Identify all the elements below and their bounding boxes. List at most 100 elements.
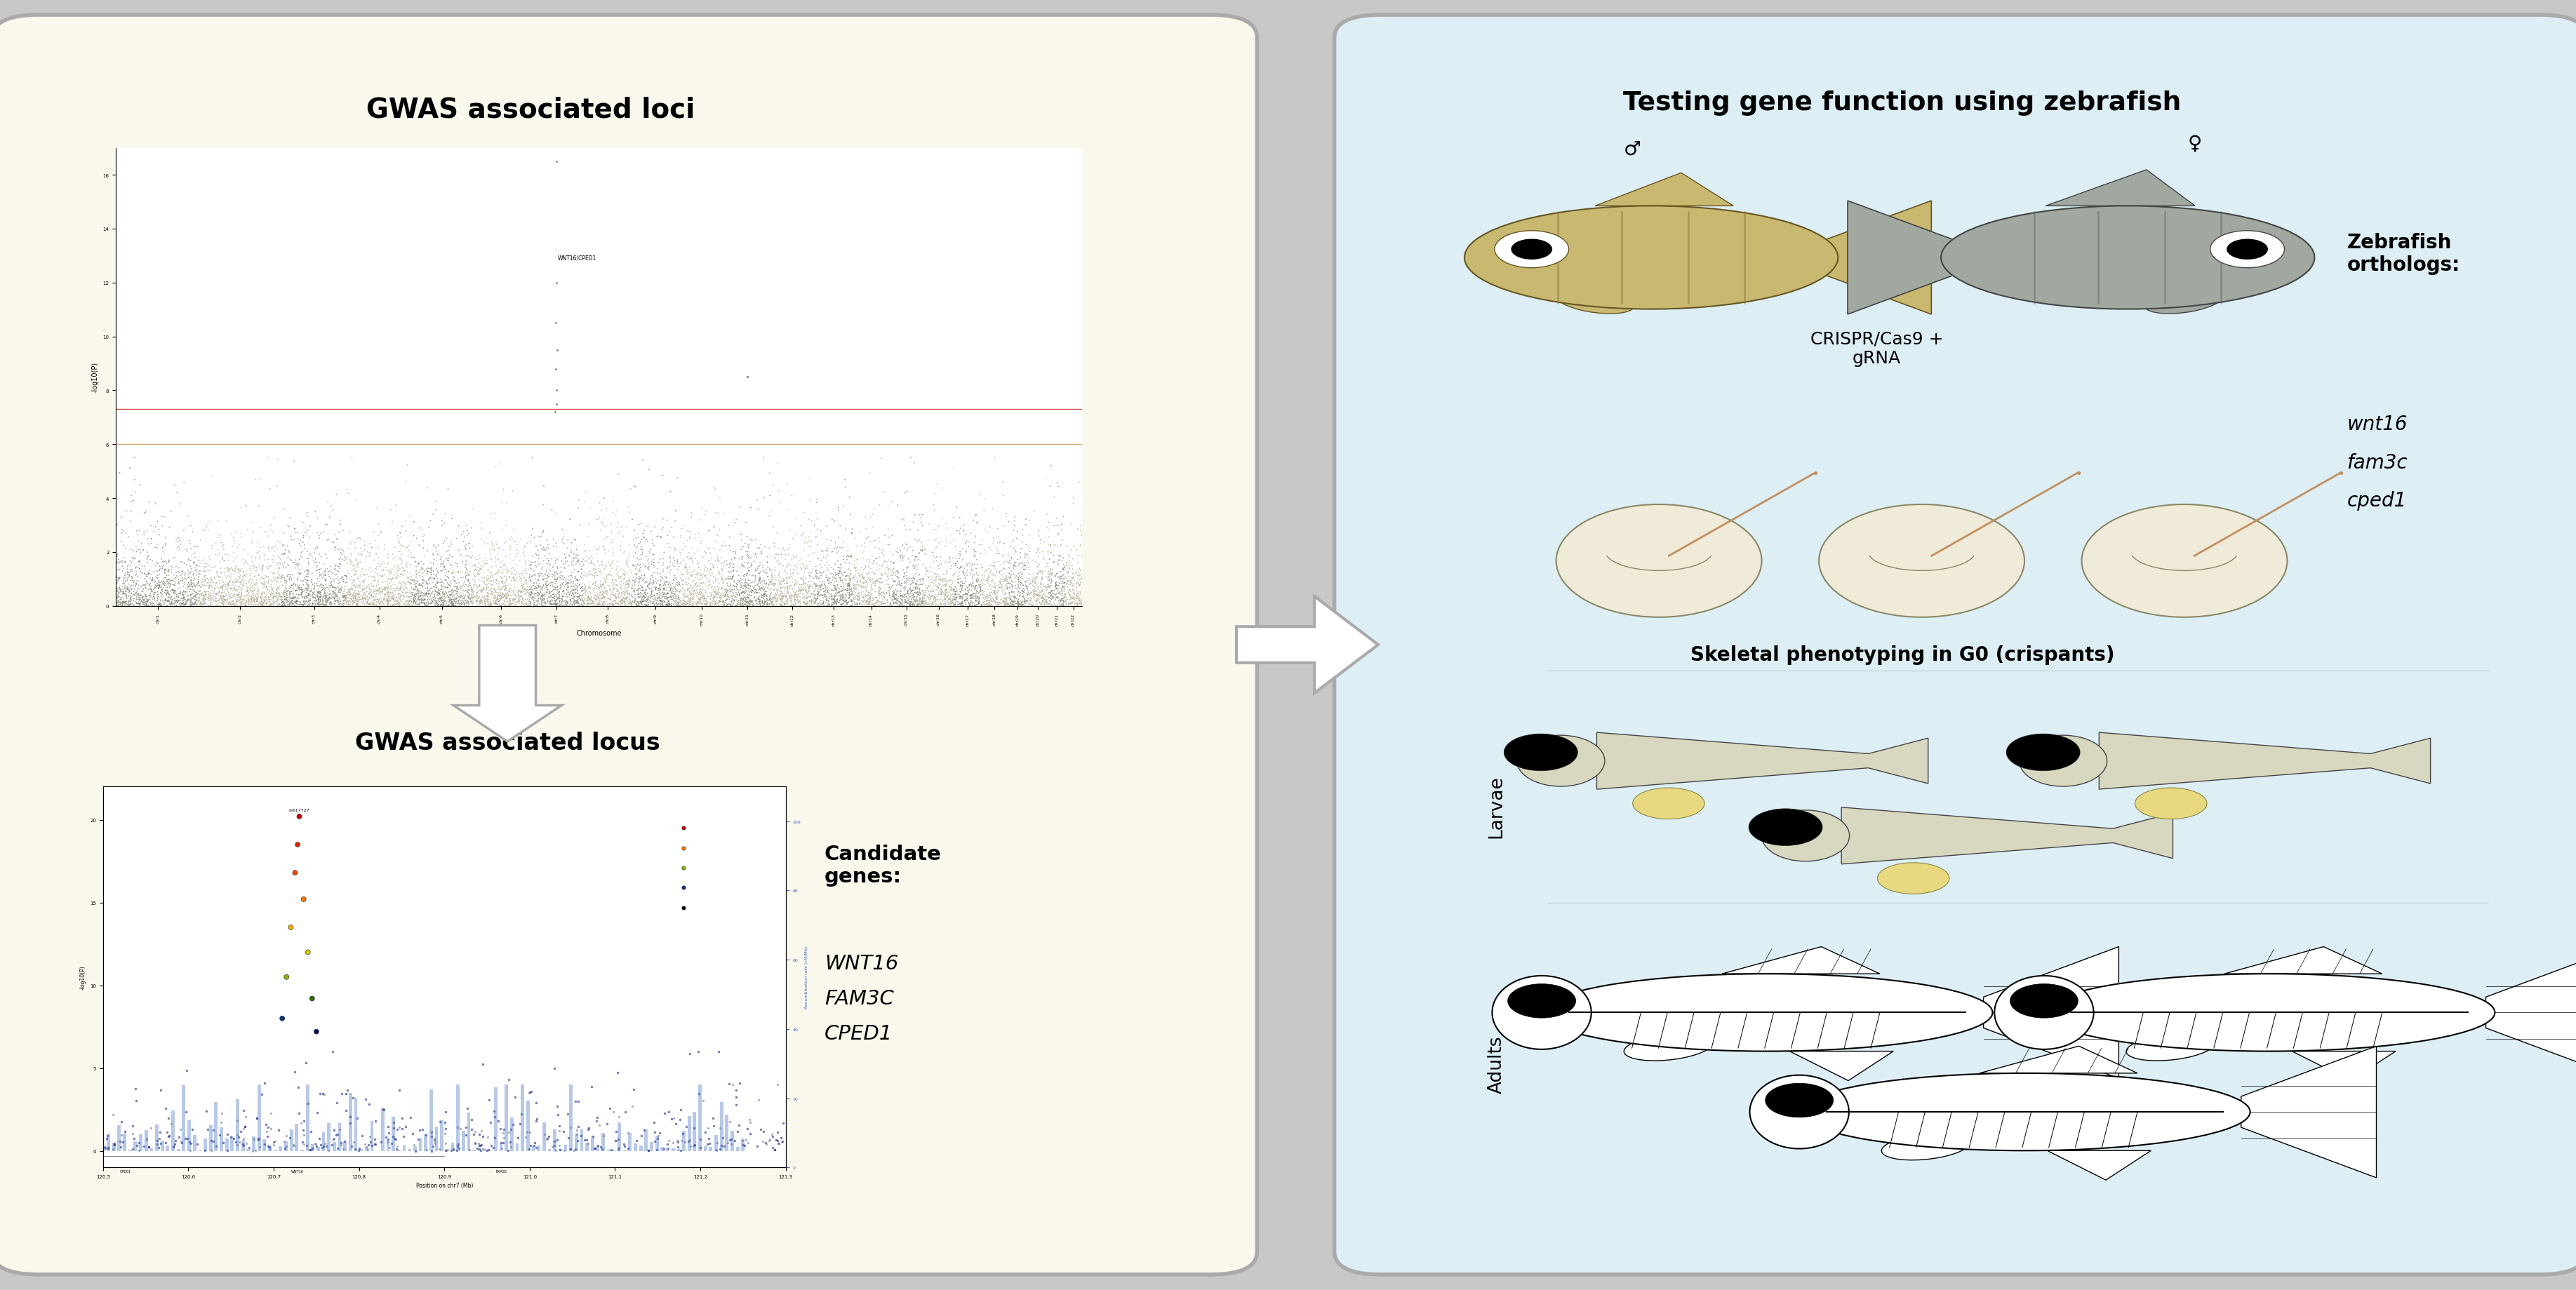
Bar (337, 1124, 343, 1151)
Point (616, 596, 657, 617)
Point (131, 568, 173, 588)
Point (914, 590, 956, 610)
Point (984, 534, 1025, 555)
Point (201, 583, 242, 604)
Point (170, 584, 211, 605)
Point (979, 573, 1020, 593)
Point (920, 579, 961, 600)
Point (920, 596, 961, 617)
Point (1056, 584, 1097, 605)
Point (111, 560, 152, 580)
Point (180, 590, 222, 610)
Point (1046, 550, 1087, 570)
Point (466, 553, 507, 574)
Point (111, 587, 152, 608)
Point (335, 591, 376, 611)
Point (131, 593, 173, 614)
Point (1048, 579, 1090, 600)
Point (497, 584, 538, 605)
Point (314, 577, 355, 597)
Point (961, 584, 1002, 605)
Point (273, 596, 314, 617)
Bar (623, 1149, 626, 1151)
Point (386, 472, 428, 493)
Point (755, 573, 796, 593)
Point (118, 593, 160, 614)
Point (662, 590, 703, 610)
Point (533, 573, 574, 593)
Point (307, 590, 348, 610)
Point (482, 584, 523, 605)
Point (185, 586, 227, 606)
Point (999, 578, 1041, 599)
Point (1023, 590, 1064, 610)
Point (482, 1138, 523, 1158)
Point (95, 596, 137, 617)
Point (299, 1127, 340, 1148)
Point (899, 582, 940, 602)
Point (799, 596, 840, 617)
Point (247, 571, 289, 592)
Point (860, 569, 902, 590)
Point (580, 595, 621, 615)
Point (860, 564, 902, 584)
Point (649, 562, 690, 583)
Point (526, 548, 567, 569)
Point (201, 577, 242, 597)
Point (796, 520, 837, 541)
Point (974, 577, 1015, 597)
Point (479, 590, 520, 610)
Point (739, 570, 781, 591)
Point (381, 584, 422, 605)
Point (902, 592, 943, 613)
Point (716, 587, 757, 608)
Point (860, 573, 902, 593)
Point (252, 546, 294, 566)
Point (330, 550, 371, 570)
Point (876, 593, 917, 614)
Point (523, 476, 564, 497)
Point (129, 550, 170, 570)
Point (922, 593, 963, 614)
Point (384, 560, 425, 580)
Point (904, 588, 945, 609)
Point (399, 582, 440, 602)
Point (927, 587, 969, 608)
Point (296, 1103, 337, 1124)
Point (829, 579, 871, 600)
Point (301, 568, 343, 588)
Point (340, 584, 381, 605)
Point (448, 573, 489, 593)
Point (948, 575, 989, 596)
Point (672, 560, 714, 580)
Point (118, 591, 160, 611)
Point (523, 577, 564, 597)
Point (819, 583, 860, 604)
Point (935, 588, 976, 609)
Point (899, 590, 940, 610)
Point (448, 584, 489, 605)
Point (569, 590, 611, 610)
Point (796, 588, 837, 609)
Point (840, 565, 881, 586)
Point (739, 587, 781, 608)
Point (582, 577, 623, 597)
Point (353, 596, 394, 617)
Point (654, 592, 696, 613)
Point (868, 574, 909, 595)
Point (796, 574, 837, 595)
Point (232, 559, 273, 579)
Point (237, 584, 278, 605)
Point (987, 557, 1028, 578)
Point (116, 574, 157, 595)
Point (247, 579, 289, 600)
Point (770, 550, 811, 570)
Point (1005, 577, 1046, 597)
Point (394, 586, 435, 606)
Point (162, 473, 204, 494)
Point (549, 593, 590, 614)
Point (765, 595, 806, 615)
Point (677, 593, 719, 614)
Point (551, 580, 592, 601)
Point (904, 544, 945, 565)
